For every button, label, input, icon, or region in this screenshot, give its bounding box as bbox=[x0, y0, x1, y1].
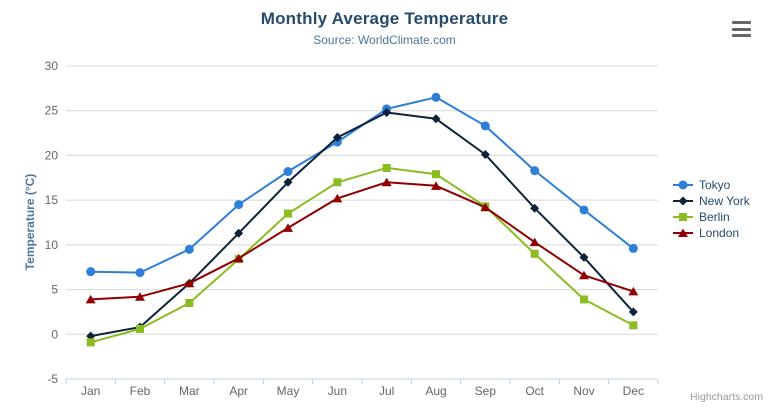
series-line-london bbox=[89, 181, 635, 301]
triangle-marker-icon bbox=[579, 270, 589, 280]
diamond-marker-icon bbox=[678, 196, 688, 206]
triangle-marker-icon bbox=[381, 177, 392, 187]
square-marker-icon bbox=[333, 178, 342, 187]
square-marker-icon bbox=[580, 295, 588, 304]
legend-label: London bbox=[699, 226, 740, 240]
square-marker-icon bbox=[284, 209, 292, 218]
square-marker-icon bbox=[629, 321, 638, 330]
legend-item-berlin[interactable]: Berlin bbox=[672, 209, 750, 225]
triangle-marker-icon bbox=[628, 286, 639, 296]
circle-marker-icon bbox=[480, 121, 490, 131]
circle-marker-icon bbox=[579, 205, 589, 215]
triangle-marker-icon bbox=[184, 278, 195, 288]
triangle-marker-icon bbox=[332, 193, 343, 203]
circle-marker-icon bbox=[530, 166, 540, 176]
x-axis-tick-label: Aug bbox=[425, 384, 446, 398]
triangle-marker-icon bbox=[85, 294, 96, 304]
y-axis-tick-label: 30 bbox=[45, 59, 59, 73]
hamburger-icon bbox=[732, 21, 751, 24]
legend-marker bbox=[673, 228, 693, 237]
triangle-marker-icon bbox=[480, 202, 491, 212]
y-axis-tick-label: -5 bbox=[47, 372, 58, 386]
chart-title: Monthly Average Temperature bbox=[260, 9, 509, 28]
x-axis-tick-label: Jan bbox=[81, 384, 100, 398]
y-axis-tick-label: 10 bbox=[45, 238, 59, 252]
circle-marker-icon bbox=[628, 243, 638, 253]
diamond-marker-icon bbox=[530, 203, 540, 213]
y-axis-tick-label: 5 bbox=[51, 283, 58, 297]
circle-marker-icon bbox=[234, 200, 244, 210]
y-axis-title: Temperature (°C) bbox=[23, 173, 37, 271]
x-axis-tick-label: Jul bbox=[379, 384, 394, 398]
legend-item-new-york[interactable]: New York bbox=[672, 193, 750, 209]
triangle-marker-icon bbox=[283, 223, 293, 232]
square-marker-icon bbox=[530, 249, 539, 258]
circle-marker-icon bbox=[86, 267, 96, 277]
triangle-marker-icon bbox=[431, 181, 441, 190]
diamond-marker-icon bbox=[234, 228, 244, 238]
square-marker-icon bbox=[185, 298, 194, 307]
hamburger-icon bbox=[732, 34, 751, 37]
triangle-marker-icon bbox=[233, 253, 244, 263]
triangle-marker-icon bbox=[529, 237, 540, 247]
x-axis-tick-label: Sep bbox=[475, 384, 497, 398]
x-axis-tick-label: Feb bbox=[130, 384, 151, 398]
circle-marker-icon bbox=[184, 244, 194, 254]
legend-item-london[interactable]: London bbox=[672, 225, 750, 241]
diamond-marker-icon bbox=[480, 150, 490, 160]
chart-subtitle: Source: WorldClimate.com bbox=[313, 33, 456, 47]
square-marker-icon bbox=[432, 170, 440, 179]
y-axis-tick-label: 0 bbox=[51, 327, 58, 341]
square-marker-icon bbox=[679, 213, 687, 221]
triangle-marker-icon bbox=[135, 292, 145, 301]
y-axis-tick-label: 20 bbox=[45, 148, 59, 162]
series-line-tokyo bbox=[89, 96, 635, 274]
y-axis-tick-label: 15 bbox=[45, 193, 59, 207]
x-axis-tick-label: Dec bbox=[623, 384, 644, 398]
legend-label: Tokyo bbox=[699, 178, 731, 192]
diamond-marker-icon bbox=[86, 331, 96, 341]
square-marker-icon bbox=[382, 163, 391, 172]
legend-label: New York bbox=[699, 194, 750, 208]
legend-marker bbox=[673, 196, 693, 206]
legend-marker bbox=[673, 213, 693, 221]
x-axis-tick-label: Jun bbox=[328, 384, 347, 398]
circle-marker-icon bbox=[431, 92, 441, 102]
legend-marker bbox=[673, 180, 693, 190]
triangle-marker-icon bbox=[678, 228, 688, 237]
diamond-marker-icon bbox=[382, 108, 392, 118]
export-menu-button[interactable] bbox=[732, 20, 752, 38]
series-line-berlin bbox=[89, 166, 635, 344]
x-axis-tick-label: Mar bbox=[179, 384, 200, 398]
legend-label: Berlin bbox=[699, 210, 730, 224]
circle-marker-icon bbox=[283, 167, 293, 177]
x-axis-tick-label: Apr bbox=[229, 384, 248, 398]
legend: Tokyo New York Berlin London bbox=[672, 177, 750, 241]
circle-marker-icon bbox=[135, 268, 145, 278]
circle-marker-icon bbox=[678, 180, 688, 190]
diamond-marker-icon bbox=[332, 133, 342, 143]
y-axis-tick-label: 25 bbox=[45, 104, 59, 118]
hamburger-icon bbox=[732, 27, 751, 31]
diamond-marker-icon bbox=[431, 114, 441, 124]
x-axis-tick-label: Oct bbox=[525, 384, 544, 398]
x-axis-tick-label: May bbox=[277, 384, 300, 398]
x-axis-tick-label: Nov bbox=[573, 384, 594, 398]
square-marker-icon bbox=[136, 324, 144, 333]
highcharts-credit[interactable]: Highcharts.com bbox=[690, 391, 763, 403]
legend-item-tokyo[interactable]: Tokyo bbox=[672, 177, 750, 193]
series-line-new-york bbox=[89, 111, 635, 338]
diamond-marker-icon bbox=[283, 177, 293, 187]
square-marker-icon bbox=[86, 338, 95, 347]
diamond-marker-icon bbox=[579, 252, 589, 262]
diamond-marker-icon bbox=[628, 307, 638, 317]
